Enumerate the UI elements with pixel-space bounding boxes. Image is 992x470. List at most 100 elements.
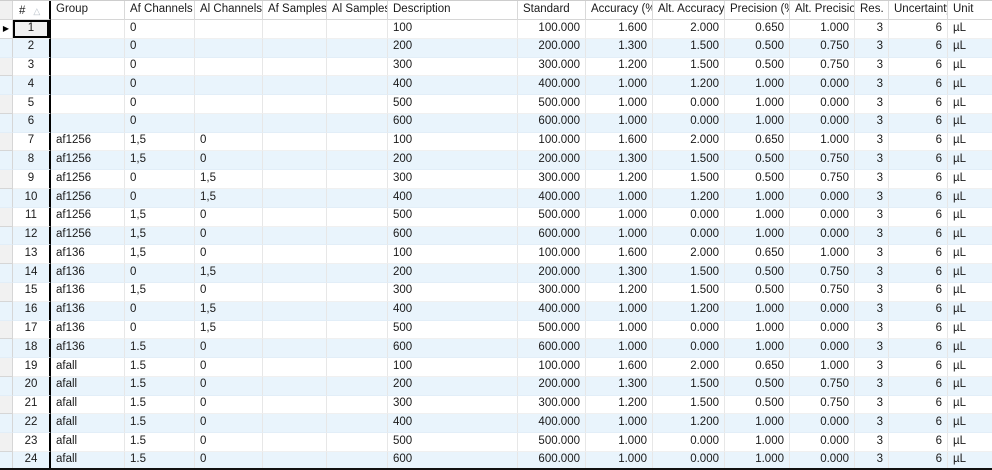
cell-unit[interactable]: µL xyxy=(948,395,992,415)
cell-res[interactable]: 3 xyxy=(855,76,889,96)
cell-standard[interactable]: 600.000 xyxy=(518,451,586,470)
cell-af-channels[interactable]: 0 xyxy=(125,189,195,208)
cell-standard[interactable]: 100.000 xyxy=(518,358,586,377)
cell-standard[interactable]: 300.000 xyxy=(518,57,586,77)
cell-al-channels[interactable]: 0 xyxy=(195,433,263,452)
cell-description[interactable]: 200 xyxy=(388,151,518,171)
cell-accuracy[interactable]: 1.300 xyxy=(586,376,653,396)
cell-al-channels[interactable]: 0 xyxy=(195,245,263,265)
cell-accuracy[interactable]: 1.300 xyxy=(586,151,653,171)
cell-al-samples[interactable] xyxy=(327,20,388,39)
cell-row-number[interactable]: 17 xyxy=(13,320,51,340)
cell-alt-precision[interactable]: 0.750 xyxy=(790,170,855,190)
cell-af-channels[interactable]: 1.5 xyxy=(125,451,195,470)
cell-description[interactable]: 100 xyxy=(388,132,518,152)
cell-af-samples[interactable] xyxy=(263,57,327,77)
cell-uncertainty[interactable]: 6 xyxy=(889,433,948,452)
cell-precision[interactable]: 0.650 xyxy=(725,245,790,265)
cell-precision[interactable]: 1.000 xyxy=(725,433,790,452)
cell-uncertainty[interactable]: 6 xyxy=(889,451,948,470)
cell-precision[interactable]: 0.500 xyxy=(725,282,790,302)
cell-al-samples[interactable] xyxy=(327,358,388,377)
cell-accuracy[interactable]: 1.000 xyxy=(586,301,653,321)
cell-al-channels[interactable]: 0 xyxy=(195,282,263,302)
cell-row-number[interactable]: 13 xyxy=(13,245,51,265)
cell-alt-precision[interactable]: 0.000 xyxy=(790,320,855,340)
cell-al-samples[interactable] xyxy=(327,395,388,415)
cell-al-samples[interactable] xyxy=(327,151,388,171)
cell-af-samples[interactable] xyxy=(263,95,327,114)
cell-standard[interactable]: 400.000 xyxy=(518,189,586,208)
cell-af-channels[interactable]: 1.5 xyxy=(125,414,195,434)
column-header-af-samples[interactable]: Af Samples xyxy=(263,1,327,20)
cell-al-channels[interactable]: 1,5 xyxy=(195,170,263,190)
cell-row-number[interactable]: 3 xyxy=(13,57,51,77)
row-selector[interactable] xyxy=(0,451,13,470)
cell-alt-accuracy[interactable]: 0.000 xyxy=(653,113,725,133)
row-selector[interactable] xyxy=(0,57,13,77)
row-selector[interactable] xyxy=(0,264,13,283)
cell-alt-accuracy[interactable]: 1.500 xyxy=(653,57,725,77)
cell-group[interactable] xyxy=(51,95,125,114)
cell-unit[interactable]: µL xyxy=(948,433,992,452)
cell-al-channels[interactable] xyxy=(195,57,263,77)
cell-description[interactable]: 500 xyxy=(388,95,518,114)
cell-uncertainty[interactable]: 6 xyxy=(889,245,948,265)
cell-alt-accuracy[interactable]: 0.000 xyxy=(653,95,725,114)
cell-accuracy[interactable]: 1.200 xyxy=(586,57,653,77)
cell-af-channels[interactable]: 0 xyxy=(125,95,195,114)
row-selector[interactable] xyxy=(0,245,13,265)
cell-af-channels[interactable]: 1,5 xyxy=(125,151,195,171)
cell-al-channels[interactable] xyxy=(195,113,263,133)
cell-uncertainty[interactable]: 6 xyxy=(889,358,948,377)
cell-al-channels[interactable]: 0 xyxy=(195,358,263,377)
cell-standard[interactable]: 200.000 xyxy=(518,376,586,396)
cell-alt-accuracy[interactable]: 1.500 xyxy=(653,264,725,283)
cell-precision[interactable]: 0.650 xyxy=(725,358,790,377)
column-header-alt-accuracy[interactable]: Alt. Accuracy xyxy=(653,1,725,20)
cell-af-samples[interactable] xyxy=(263,358,327,377)
cell-alt-accuracy[interactable]: 0.000 xyxy=(653,433,725,452)
cell-precision[interactable]: 1.000 xyxy=(725,76,790,96)
cell-group[interactable]: af1256 xyxy=(51,226,125,246)
cell-af-samples[interactable] xyxy=(263,433,327,452)
cell-unit[interactable]: µL xyxy=(948,95,992,114)
cell-res[interactable]: 3 xyxy=(855,358,889,377)
cell-uncertainty[interactable]: 6 xyxy=(889,395,948,415)
cell-group[interactable]: af136 xyxy=(51,282,125,302)
cell-alt-accuracy[interactable]: 1.200 xyxy=(653,301,725,321)
cell-precision[interactable]: 1.000 xyxy=(725,414,790,434)
cell-al-samples[interactable] xyxy=(327,245,388,265)
cell-al-samples[interactable] xyxy=(327,189,388,208)
cell-standard[interactable]: 300.000 xyxy=(518,395,586,415)
cell-alt-accuracy[interactable]: 1.500 xyxy=(653,282,725,302)
cell-alt-accuracy[interactable]: 0.000 xyxy=(653,451,725,470)
cell-af-samples[interactable] xyxy=(263,113,327,133)
cell-al-samples[interactable] xyxy=(327,414,388,434)
cell-group[interactable]: afall xyxy=(51,358,125,377)
cell-res[interactable]: 3 xyxy=(855,38,889,58)
cell-standard[interactable]: 400.000 xyxy=(518,301,586,321)
cell-al-samples[interactable] xyxy=(327,76,388,96)
cell-uncertainty[interactable]: 6 xyxy=(889,226,948,246)
cell-standard[interactable]: 400.000 xyxy=(518,76,586,96)
cell-accuracy[interactable]: 1.000 xyxy=(586,414,653,434)
cell-row-number[interactable]: 9 xyxy=(13,170,51,190)
cell-row-number[interactable]: 2 xyxy=(13,38,51,58)
cell-accuracy[interactable]: 1.000 xyxy=(586,76,653,96)
cell-unit[interactable]: µL xyxy=(948,170,992,190)
cell-uncertainty[interactable]: 6 xyxy=(889,132,948,152)
cell-description[interactable]: 600 xyxy=(388,451,518,470)
cell-accuracy[interactable]: 1.000 xyxy=(586,226,653,246)
cell-al-samples[interactable] xyxy=(327,57,388,77)
cell-precision[interactable]: 0.500 xyxy=(725,57,790,77)
cell-af-samples[interactable] xyxy=(263,38,327,58)
cell-res[interactable]: 3 xyxy=(855,170,889,190)
cell-precision[interactable]: 1.000 xyxy=(725,339,790,359)
cell-al-samples[interactable] xyxy=(327,376,388,396)
cell-alt-precision[interactable]: 0.750 xyxy=(790,376,855,396)
cell-standard[interactable]: 200.000 xyxy=(518,38,586,58)
cell-accuracy[interactable]: 1.200 xyxy=(586,170,653,190)
cell-af-channels[interactable]: 0 xyxy=(125,20,195,39)
cell-res[interactable]: 3 xyxy=(855,320,889,340)
